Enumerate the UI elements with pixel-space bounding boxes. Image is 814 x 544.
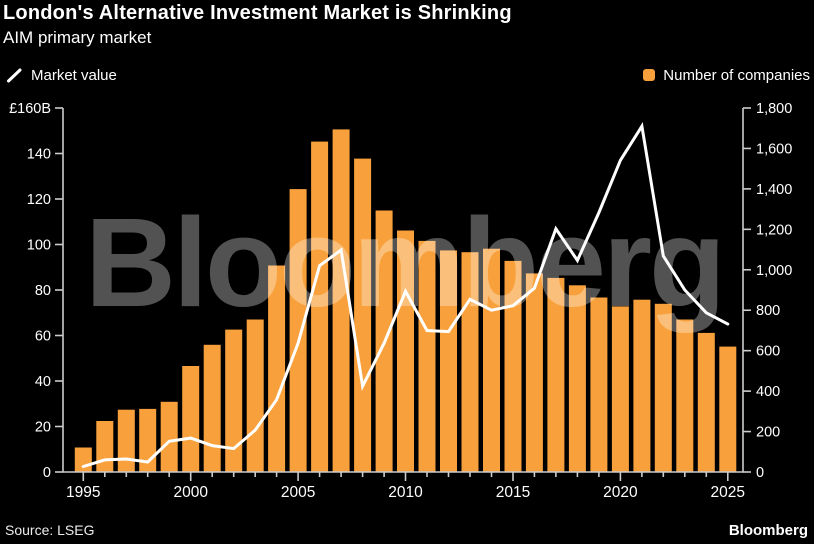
right-axis-tick-label: 400 bbox=[756, 384, 780, 400]
line-series-icon bbox=[7, 68, 22, 82]
bloomberg-watermark: Bloomberg bbox=[85, 192, 723, 333]
bar-2005 bbox=[289, 189, 307, 472]
x-axis-year-label: 2020 bbox=[603, 484, 638, 501]
source-credit: Source: LSEG bbox=[5, 522, 95, 538]
left-axis-tick-label: 120 bbox=[27, 192, 51, 208]
x-axis-year-label: 2000 bbox=[173, 484, 208, 501]
axis-labels: 0 20 40 60 80 100 120 140 £160B 0 200 400 600 800 1,00… bbox=[9, 101, 792, 501]
left-axis-tick-label: 60 bbox=[35, 329, 51, 345]
x-axis-year-label: 2025 bbox=[711, 484, 745, 501]
bar-2025 bbox=[719, 346, 737, 472]
left-axis-tick-label: 100 bbox=[27, 238, 51, 254]
right-axis-tick-label: 0 bbox=[756, 465, 764, 481]
left-axis-tick-label: 40 bbox=[35, 374, 51, 390]
left-axis-tick-label: 140 bbox=[27, 147, 51, 163]
right-axis-tick-label: 200 bbox=[756, 425, 780, 441]
bar-2017 bbox=[547, 277, 565, 472]
right-axis-tick-label: 1,800 bbox=[756, 101, 792, 117]
x-axis-year-label: 2005 bbox=[281, 484, 315, 501]
page-subtitle: AIM primary market bbox=[3, 28, 152, 47]
bar-2000 bbox=[182, 366, 200, 472]
right-axis-tick-label: 1,400 bbox=[756, 182, 792, 198]
bar-2001 bbox=[203, 344, 221, 472]
page-title: London's Alternative Investment Market i… bbox=[3, 2, 512, 24]
right-axis-tick-label: 1,000 bbox=[756, 263, 792, 279]
axes bbox=[55, 107, 751, 481]
bar-2008 bbox=[354, 158, 372, 472]
bar-1997 bbox=[117, 409, 135, 472]
bar-1999 bbox=[160, 401, 178, 472]
right-axis-tick-label: 1,200 bbox=[756, 222, 792, 238]
bar-2021 bbox=[633, 299, 651, 472]
bar-2002 bbox=[225, 329, 243, 472]
left-axis-tick-label: 80 bbox=[35, 283, 51, 299]
bar-2011 bbox=[418, 240, 436, 472]
legend-item-companies: Number of companies bbox=[643, 67, 810, 84]
legend: Market value Number of companies bbox=[6, 65, 810, 85]
x-axis-year-label: 2015 bbox=[496, 484, 530, 501]
left-axis-tick-label: 20 bbox=[35, 420, 51, 436]
right-axis-tick-label: 1,600 bbox=[756, 141, 792, 157]
legend-label-companies: Number of companies bbox=[663, 66, 810, 84]
bar-2018 bbox=[568, 285, 586, 472]
bar-2003 bbox=[246, 319, 264, 472]
bar-2015 bbox=[504, 260, 522, 472]
bar-1996 bbox=[96, 421, 114, 472]
bar-2019 bbox=[590, 297, 608, 472]
bar-2024 bbox=[697, 332, 715, 472]
legend-label-market-value: Market value bbox=[31, 66, 117, 84]
bar-2022 bbox=[654, 303, 672, 472]
bar-2020 bbox=[611, 306, 629, 472]
bar-2004 bbox=[268, 265, 286, 472]
bar-2007 bbox=[332, 129, 350, 472]
left-axis-tick-label: 0 bbox=[43, 465, 51, 481]
bloomberg-brand: Bloomberg bbox=[728, 522, 808, 539]
right-axis-tick-label: 600 bbox=[756, 344, 780, 360]
bar-series-swatch-icon bbox=[643, 69, 656, 81]
left-axis-tick-label: £160B bbox=[9, 101, 51, 117]
bar-2016 bbox=[525, 273, 543, 472]
market-value-line bbox=[81, 122, 730, 468]
bar-2023 bbox=[676, 319, 694, 472]
bar-2012 bbox=[440, 250, 457, 472]
bar-2006 bbox=[311, 141, 329, 472]
bar-1995 bbox=[74, 447, 92, 472]
x-axis-year-label: 1995 bbox=[66, 484, 100, 501]
footer: Source: LSEG Bloomberg bbox=[5, 522, 808, 539]
x-axis-year-label: 2010 bbox=[388, 484, 423, 501]
right-axis-tick-label: 800 bbox=[756, 303, 780, 319]
bar-2014 bbox=[483, 248, 500, 472]
legend-item-market-value: Market value bbox=[6, 67, 117, 84]
bar-2010 bbox=[397, 230, 414, 472]
